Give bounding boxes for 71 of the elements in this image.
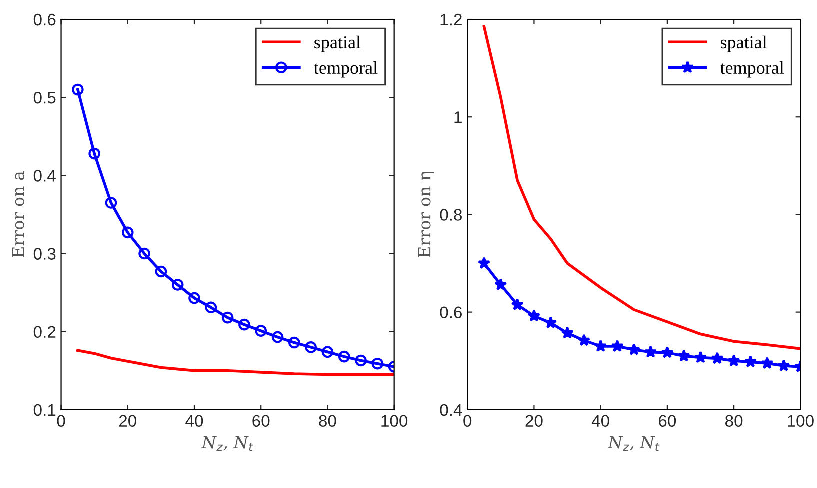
y-tick-label: 0.4 [440,404,462,416]
point [594,340,608,352]
y-tick-label: 0.6 [440,306,462,319]
legend-label: temporal [720,61,784,78]
point [478,256,491,270]
x-tick-label: 20 [526,415,543,428]
point [188,292,200,304]
point [155,266,168,278]
point [338,350,350,363]
point [238,318,250,331]
x-tick-label: 0 [57,415,66,428]
y-axis-title: Error on η [418,172,434,258]
point [105,197,118,209]
point [372,358,384,370]
point [72,84,84,96]
y-tick-label: 0.1 [34,404,56,416]
y-tick-label: 0.2 [34,326,56,338]
point [138,248,150,260]
y-tick-label: 0.5 [34,92,56,104]
x-tick-label: 40 [186,415,204,428]
legend-label: temporal [314,61,378,78]
point [494,278,508,291]
x-axis-title: N$_{z}$, N$_{t}$ [202,436,254,452]
y-tick-label: 0.4 [34,170,56,182]
point [272,331,284,344]
x-tick-label: 40 [592,415,610,428]
point [578,334,590,346]
y-tick-label: 0.3 [34,248,56,260]
point [305,342,317,354]
x-tick-label: 80 [319,415,336,428]
legend-label: spatial [720,36,768,52]
x-tick-label: 60 [659,415,676,428]
y-axis-title: Error on a [12,171,24,258]
x-tick-label: 80 [726,415,743,428]
point [288,336,300,349]
point [511,298,524,311]
point [611,340,624,352]
line-series [76,349,394,376]
point [561,326,574,339]
x-tick-label: 100 [382,415,408,428]
point [678,350,690,362]
y-tick-label: 0.6 [34,14,56,26]
point [778,359,790,372]
point [122,226,134,239]
point [88,148,100,160]
point [205,302,218,314]
y-tick-label: 0.8 [440,209,462,221]
point [528,310,541,322]
point [661,346,674,358]
x-tick-label: 20 [119,415,137,428]
y-tick-label: 1.2 [440,14,462,26]
point [744,355,758,368]
point [255,325,268,337]
legend-label: spatial [314,36,361,52]
point [644,346,658,358]
x-tick-label: 100 [788,415,814,428]
y-tick-label: 1 [454,112,462,124]
point [544,316,558,329]
point [711,352,724,364]
point [172,279,184,291]
point [222,312,234,324]
point [628,343,640,356]
point [761,356,774,370]
x-axis-title: N$_{z}$, N$_{t}$ [608,436,660,452]
point [322,346,334,358]
point [694,351,708,364]
line-series [482,25,801,350]
x-tick-label: 60 [252,415,270,428]
point [355,354,367,367]
x-tick-label: 0 [464,415,472,428]
point [728,354,740,367]
